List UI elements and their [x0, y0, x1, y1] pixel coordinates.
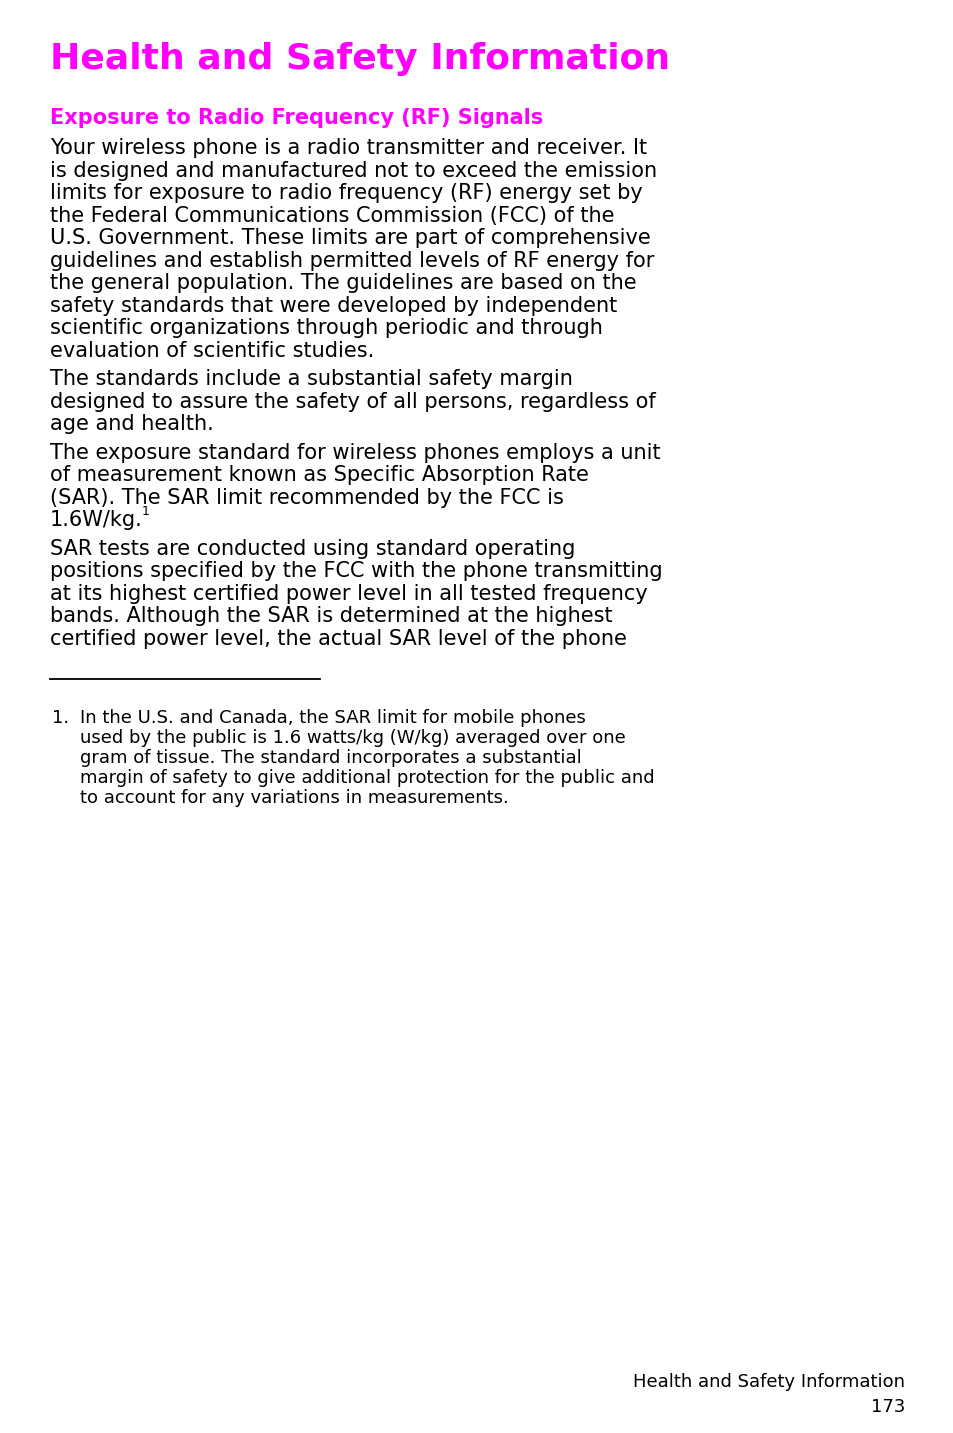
Text: Your wireless phone is a radio transmitter and receiver. It: Your wireless phone is a radio transmitt…: [50, 138, 646, 158]
Text: the general population. The guidelines are based on the: the general population. The guidelines a…: [50, 274, 636, 292]
Text: of measurement known as Specific Absorption Rate: of measurement known as Specific Absorpt…: [50, 464, 588, 484]
Text: In the U.S. and Canada, the SAR limit for mobile phones: In the U.S. and Canada, the SAR limit fo…: [80, 709, 585, 727]
Text: scientific organizations through periodic and through: scientific organizations through periodi…: [50, 318, 602, 338]
Text: Health and Safety Information: Health and Safety Information: [633, 1373, 904, 1391]
Text: is designed and manufactured not to exceed the emission: is designed and manufactured not to exce…: [50, 160, 657, 181]
Text: positions specified by the FCC with the phone transmitting: positions specified by the FCC with the …: [50, 560, 662, 580]
Text: to account for any variations in measurements.: to account for any variations in measure…: [80, 790, 508, 807]
Text: SAR tests are conducted using standard operating: SAR tests are conducted using standard o…: [50, 539, 575, 559]
Text: evaluation of scientific studies.: evaluation of scientific studies.: [50, 341, 374, 361]
Text: gram of tissue. The standard incorporates a substantial: gram of tissue. The standard incorporate…: [80, 749, 581, 767]
Text: bands. Although the SAR is determined at the highest: bands. Although the SAR is determined at…: [50, 606, 612, 626]
Text: limits for exposure to radio frequency (RF) energy set by: limits for exposure to radio frequency (…: [50, 183, 642, 203]
Text: (SAR). The SAR limit recommended by the FCC is: (SAR). The SAR limit recommended by the …: [50, 487, 563, 507]
Text: certified power level, the actual SAR level of the phone: certified power level, the actual SAR le…: [50, 629, 626, 649]
Text: 1: 1: [142, 504, 150, 517]
Text: designed to assure the safety of all persons, regardless of: designed to assure the safety of all per…: [50, 391, 655, 411]
Text: at its highest certified power level in all tested frequency: at its highest certified power level in …: [50, 583, 647, 603]
Text: 1.: 1.: [52, 709, 69, 727]
Text: Health and Safety Information: Health and Safety Information: [50, 42, 669, 76]
Text: guidelines and establish permitted levels of RF energy for: guidelines and establish permitted level…: [50, 251, 654, 271]
Text: U.S. Government. These limits are part of comprehensive: U.S. Government. These limits are part o…: [50, 228, 650, 248]
Text: 1.6W/kg.: 1.6W/kg.: [50, 510, 143, 530]
Text: Exposure to Radio Frequency (RF) Signals: Exposure to Radio Frequency (RF) Signals: [50, 107, 542, 128]
Text: The exposure standard for wireless phones employs a unit: The exposure standard for wireless phone…: [50, 443, 659, 463]
Text: safety standards that were developed by independent: safety standards that were developed by …: [50, 295, 617, 315]
Text: the Federal Communications Commission (FCC) of the: the Federal Communications Commission (F…: [50, 205, 614, 225]
Text: margin of safety to give additional protection for the public and: margin of safety to give additional prot…: [80, 770, 654, 787]
Text: 173: 173: [870, 1399, 904, 1416]
Text: used by the public is 1.6 watts/kg (W/kg) averaged over one: used by the public is 1.6 watts/kg (W/kg…: [80, 729, 625, 747]
Text: age and health.: age and health.: [50, 414, 213, 434]
Text: The standards include a substantial safety margin: The standards include a substantial safe…: [50, 370, 572, 388]
